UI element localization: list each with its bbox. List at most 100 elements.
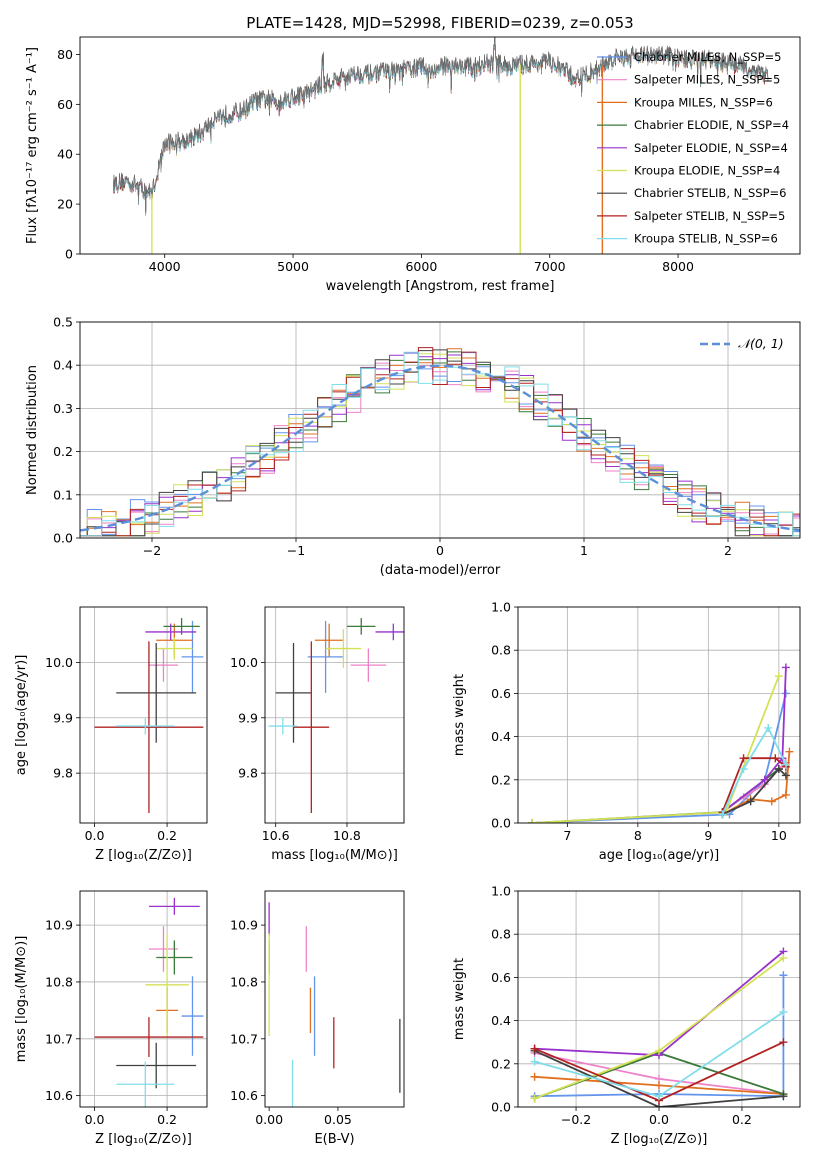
x-axis-label: Z [log₁₀(Z/Z⊙)] bbox=[95, 848, 192, 863]
y-axis-label: mass weight bbox=[452, 958, 467, 1040]
y-tick-label: 60 bbox=[57, 97, 73, 112]
legend-label: Chabrier STELIB, N_SSP=6 bbox=[634, 186, 786, 200]
y-tick-label: 0.0 bbox=[53, 531, 73, 546]
data-point-5 bbox=[375, 623, 404, 641]
legend-label: Salpeter STELIB, N_SSP=5 bbox=[634, 209, 785, 223]
x-axis-label: wavelength [Angstrom, rest frame] bbox=[326, 279, 555, 294]
y-tick-label: 0.8 bbox=[491, 927, 511, 942]
x-tick-label: 10.8 bbox=[333, 828, 361, 843]
x-tick-label: 10.6 bbox=[262, 828, 290, 843]
x-tick-label: 6000 bbox=[405, 259, 437, 274]
weight-line-8 bbox=[721, 757, 787, 813]
plot-area-mass-vs-EBV bbox=[268, 902, 401, 1107]
y-tick-label: 10.9 bbox=[230, 918, 258, 933]
axes-age-vs-mass: 10.6 10.8 9.8 9.9 10.0 mass [log₁₀(M/M⊙)] bbox=[230, 606, 405, 863]
data-point-2 bbox=[350, 648, 387, 682]
data-point-5 bbox=[145, 623, 197, 641]
legend-label: Kroupa STELIB, N_SSP=6 bbox=[634, 232, 778, 246]
x-tick-label: 4000 bbox=[149, 259, 181, 274]
y-tick-label: 0.6 bbox=[491, 686, 511, 701]
residual-histogram-3 bbox=[80, 348, 800, 537]
y-tick-label: 1.0 bbox=[491, 600, 511, 615]
data-point-4 bbox=[156, 940, 193, 975]
axes-mass-vs-EBV: 0.00 0.05 10.6 10.7 10.8 10.9 E(B-V) bbox=[230, 890, 405, 1147]
y-tick-label: 0.4 bbox=[491, 1013, 511, 1028]
legend: Chabrier MILES, N_SSP=5 Salpeter MILES, N… bbox=[597, 50, 789, 246]
weight-marker bbox=[781, 760, 790, 769]
y-tick-label: 9.9 bbox=[53, 710, 73, 725]
x-axis-label: mass [log₁₀(M/M⊙)] bbox=[271, 848, 398, 863]
x-tick-label: 5000 bbox=[277, 259, 309, 274]
data-point-2 bbox=[148, 926, 178, 972]
data-point-8 bbox=[94, 641, 204, 814]
x-tick-label: 0.0 bbox=[85, 1112, 105, 1127]
weight-marker bbox=[764, 723, 773, 732]
weight-line-7 bbox=[722, 767, 787, 816]
weight-marker bbox=[530, 1057, 539, 1066]
plot-area-age-vs-mass bbox=[268, 618, 404, 814]
gaussian-curve bbox=[80, 364, 800, 532]
data-point-1 bbox=[181, 620, 204, 693]
data-point-6 bbox=[156, 637, 193, 660]
weight-marker bbox=[760, 775, 769, 784]
y-axis-label: Normed distribution bbox=[25, 365, 40, 495]
axes-spectrum: 4000 5000 6000 7000 8000 0 20 40 60 80 wavelength … bbox=[25, 14, 801, 294]
plot-area-spectrum bbox=[113, 37, 769, 254]
y-tick-label: 80 bbox=[57, 47, 73, 62]
data-point-9 bbox=[268, 717, 298, 735]
weight-marker bbox=[746, 797, 755, 806]
y-tick-label: 0.8 bbox=[491, 643, 511, 658]
data-point-4 bbox=[346, 618, 376, 635]
axes-mass-vs-Z: 0.0 0.2 10.6 10.7 10.8 10.9 Z [log₁₀(Z/Z⊙)] mas… bbox=[14, 890, 208, 1147]
axes-frame bbox=[79, 321, 801, 539]
weight-line-7 bbox=[534, 1049, 784, 1107]
weight-marker bbox=[655, 1081, 663, 1090]
plot-area-mass-weight-vs-Z bbox=[530, 947, 788, 1107]
legend-label: 𝒩(0, 1) bbox=[738, 336, 784, 351]
x-tick-label: −2 bbox=[143, 543, 161, 558]
y-tick-label: 0.4 bbox=[491, 729, 511, 744]
x-tick-label: 9 bbox=[704, 828, 712, 843]
data-point-9 bbox=[116, 1061, 175, 1107]
weight-marker bbox=[739, 754, 748, 763]
residual-histogram-7 bbox=[80, 349, 800, 537]
y-tick-label: 10.7 bbox=[45, 1031, 73, 1046]
weight-marker bbox=[779, 953, 788, 962]
y-tick-label: 9.8 bbox=[53, 766, 73, 781]
weight-line-6 bbox=[532, 675, 780, 823]
y-tick-label: 10.0 bbox=[45, 655, 73, 670]
axes-frame bbox=[79, 606, 208, 824]
data-point-8 bbox=[293, 641, 330, 814]
x-axis-label: Z [log₁₀(Z/Z⊙)] bbox=[611, 1132, 708, 1147]
data-point-1 bbox=[307, 620, 344, 693]
weight-line-4 bbox=[532, 768, 780, 823]
x-axis-label: age [log₁₀(age/yr)] bbox=[599, 848, 720, 863]
x-tick-label: 0 bbox=[436, 543, 444, 558]
y-tick-label: 1.0 bbox=[491, 884, 511, 899]
weight-marker bbox=[774, 765, 783, 773]
y-tick-label: 0.4 bbox=[53, 358, 73, 373]
weight-marker bbox=[771, 754, 780, 763]
x-axis-label: E(B-V) bbox=[314, 1132, 354, 1147]
axes-age-vs-Z: 0.0 0.2 9.8 9.9 10.0 Z [log₁₀(Z/Z⊙)] age [log₁… bbox=[14, 606, 208, 863]
y-tick-label: 10.7 bbox=[230, 1031, 258, 1046]
residual-histogram-8 bbox=[80, 347, 800, 537]
x-tick-label: 7000 bbox=[534, 259, 566, 274]
y-tick-label: 0.5 bbox=[53, 315, 73, 330]
axes-residuals: −2 −1 0 1 2 0.0 0.1 0.2 0.3 0.4 0.5 (data-model)/er… bbox=[25, 315, 801, 578]
residual-histogram-9 bbox=[80, 351, 800, 537]
weight-marker bbox=[739, 765, 748, 773]
x-tick-label: −0.2 bbox=[561, 1112, 591, 1127]
y-tick-label: 0.6 bbox=[491, 970, 511, 985]
plot-area-residuals bbox=[80, 347, 800, 537]
legend-label: Chabrier MILES, N_SSP=5 bbox=[634, 50, 781, 64]
weight-line-9 bbox=[721, 726, 787, 815]
weight-marker bbox=[779, 1038, 788, 1047]
axes-mass-weight-vs-age: 7 8 9 10 0.0 0.2 0.4 0.6 0.8 1.0 age [log₁₀(age/yr… bbox=[452, 600, 801, 863]
y-tick-label: 10.9 bbox=[45, 918, 73, 933]
legend-label: Salpeter ELODIE, N_SSP=4 bbox=[634, 141, 788, 155]
weight-marker bbox=[530, 1094, 539, 1103]
data-point-6 bbox=[145, 933, 189, 1036]
x-tick-label: 0.00 bbox=[255, 1112, 283, 1127]
x-tick-label: 8 bbox=[634, 828, 642, 843]
